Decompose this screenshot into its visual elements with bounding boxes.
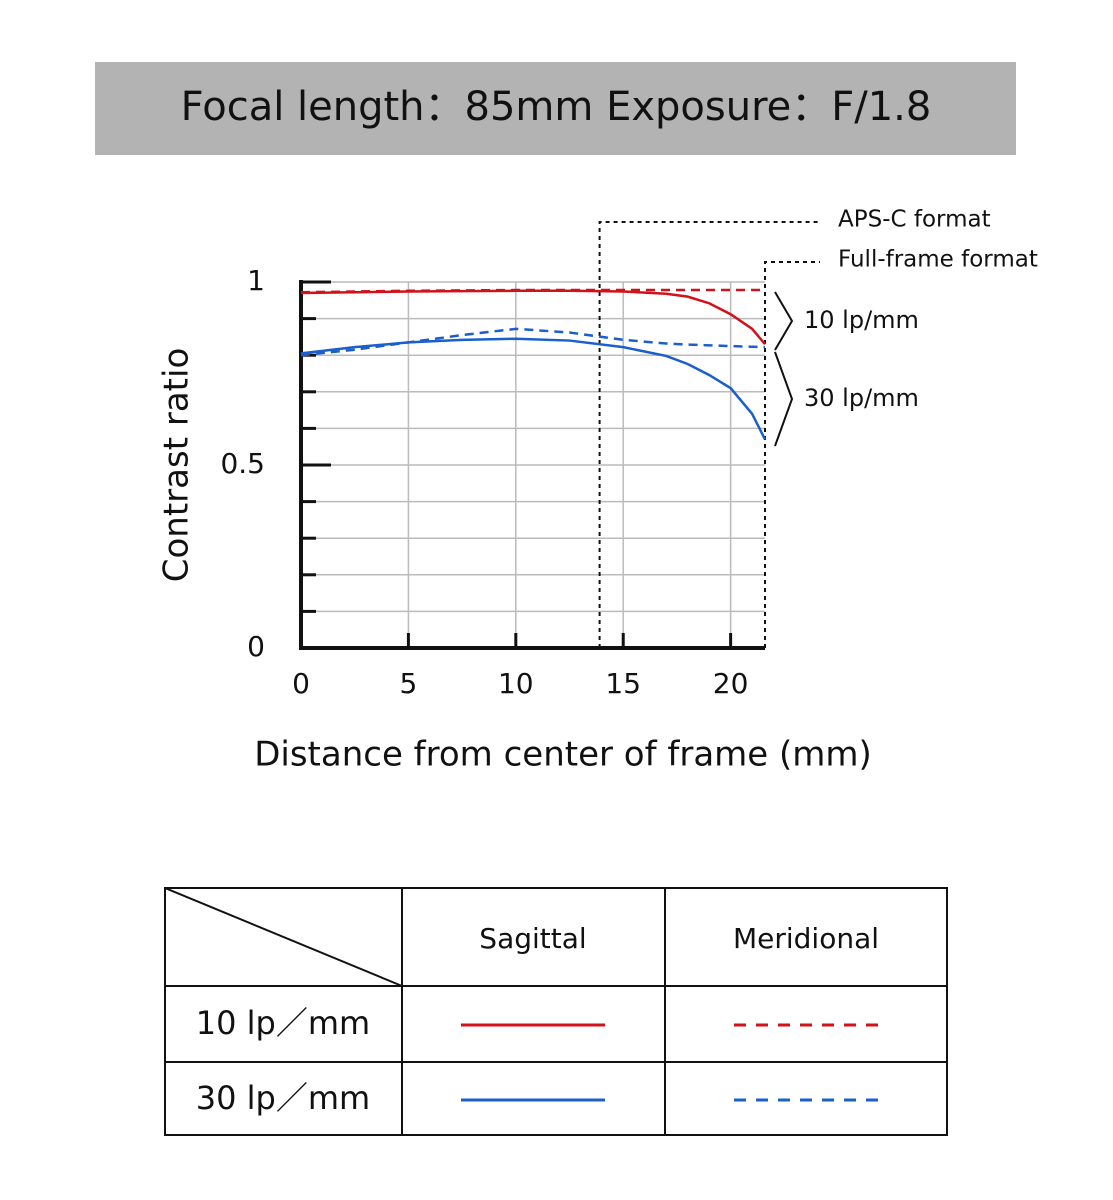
bracket: [774, 351, 794, 447]
y-tick-label: 1: [247, 264, 265, 297]
format-marker: [598, 221, 820, 648]
x-tick-label: 5: [399, 667, 417, 700]
bracket-label: 30 lp/mm: [804, 384, 919, 412]
table-header: Sagittal: [479, 922, 586, 955]
format-marker: [764, 261, 820, 648]
x-tick-label: 15: [605, 667, 641, 700]
format-label: Full-frame format: [838, 247, 1038, 273]
y-axis-label: Contrast ratio: [157, 348, 197, 582]
bracket-label: 10 lp/mm: [804, 306, 919, 334]
bracket: [774, 291, 794, 351]
x-axis-label: Distance from center of frame (mm): [254, 735, 872, 775]
title-box: [95, 62, 1016, 155]
series-line: [300, 289, 766, 346]
format-label: APS-C format: [838, 207, 991, 233]
series-line: [300, 327, 766, 357]
table-row-label: 30 lp／mm: [196, 1079, 370, 1117]
x-tick-label: 20: [713, 667, 749, 700]
x-tick-label: 10: [498, 667, 534, 700]
chart-title: Focal length：85mm Exposure：F/1.8: [181, 84, 932, 130]
y-tick-label: 0.5: [220, 447, 265, 480]
series-line: [300, 337, 767, 440]
series-line: [300, 288, 765, 294]
table-frame: [164, 887, 948, 1136]
table-header: Meridional: [733, 922, 879, 955]
table-row-label: 10 lp／mm: [196, 1004, 370, 1042]
x-tick-label: 0: [292, 667, 310, 700]
y-tick-label: 0: [247, 630, 265, 663]
